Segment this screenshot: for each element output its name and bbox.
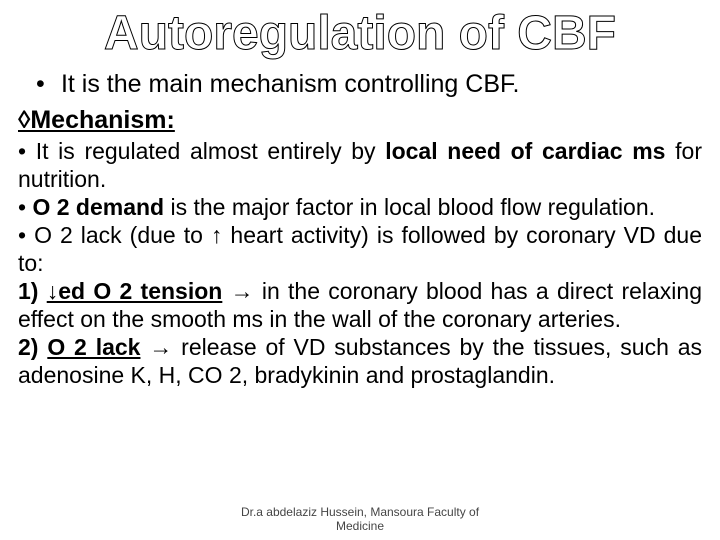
- p2-suffix: is the major factor in local blood flow …: [164, 194, 655, 220]
- p4-underline: ↓ed O 2 tension: [47, 278, 223, 304]
- main-bullet: • It is the main mechanism controlling C…: [36, 69, 702, 99]
- p1-prefix: • It is regulated almost entirely by: [18, 138, 385, 164]
- body-text: • It is regulated almost entirely by loc…: [18, 137, 702, 389]
- footer-line-2: Medicine: [336, 519, 384, 533]
- footer-line-1: Dr.a abdelaziz Hussein, Mansoura Faculty…: [241, 505, 479, 519]
- p1-bold: local need of cardiac ms: [385, 138, 665, 164]
- mechanism-heading: ◊Mechanism:: [18, 105, 702, 135]
- slide: Autoregulation of CBF • It is the main m…: [0, 0, 720, 540]
- bullet-dot: •: [36, 69, 54, 99]
- p5-label: 2): [18, 334, 47, 360]
- p3: • O 2 lack (due to ↑ heart activity) is …: [18, 222, 702, 276]
- p2-bold: O 2 demand: [32, 194, 164, 220]
- p4-label: 1): [18, 278, 47, 304]
- p5-underline: O 2 lack: [47, 334, 140, 360]
- slide-title: Autoregulation of CBF: [18, 8, 702, 61]
- main-bullet-text: It is the main mechanism controlling CBF…: [61, 70, 520, 98]
- footer: Dr.a abdelaziz Hussein, Mansoura Faculty…: [0, 506, 720, 534]
- p2-prefix: •: [18, 194, 32, 220]
